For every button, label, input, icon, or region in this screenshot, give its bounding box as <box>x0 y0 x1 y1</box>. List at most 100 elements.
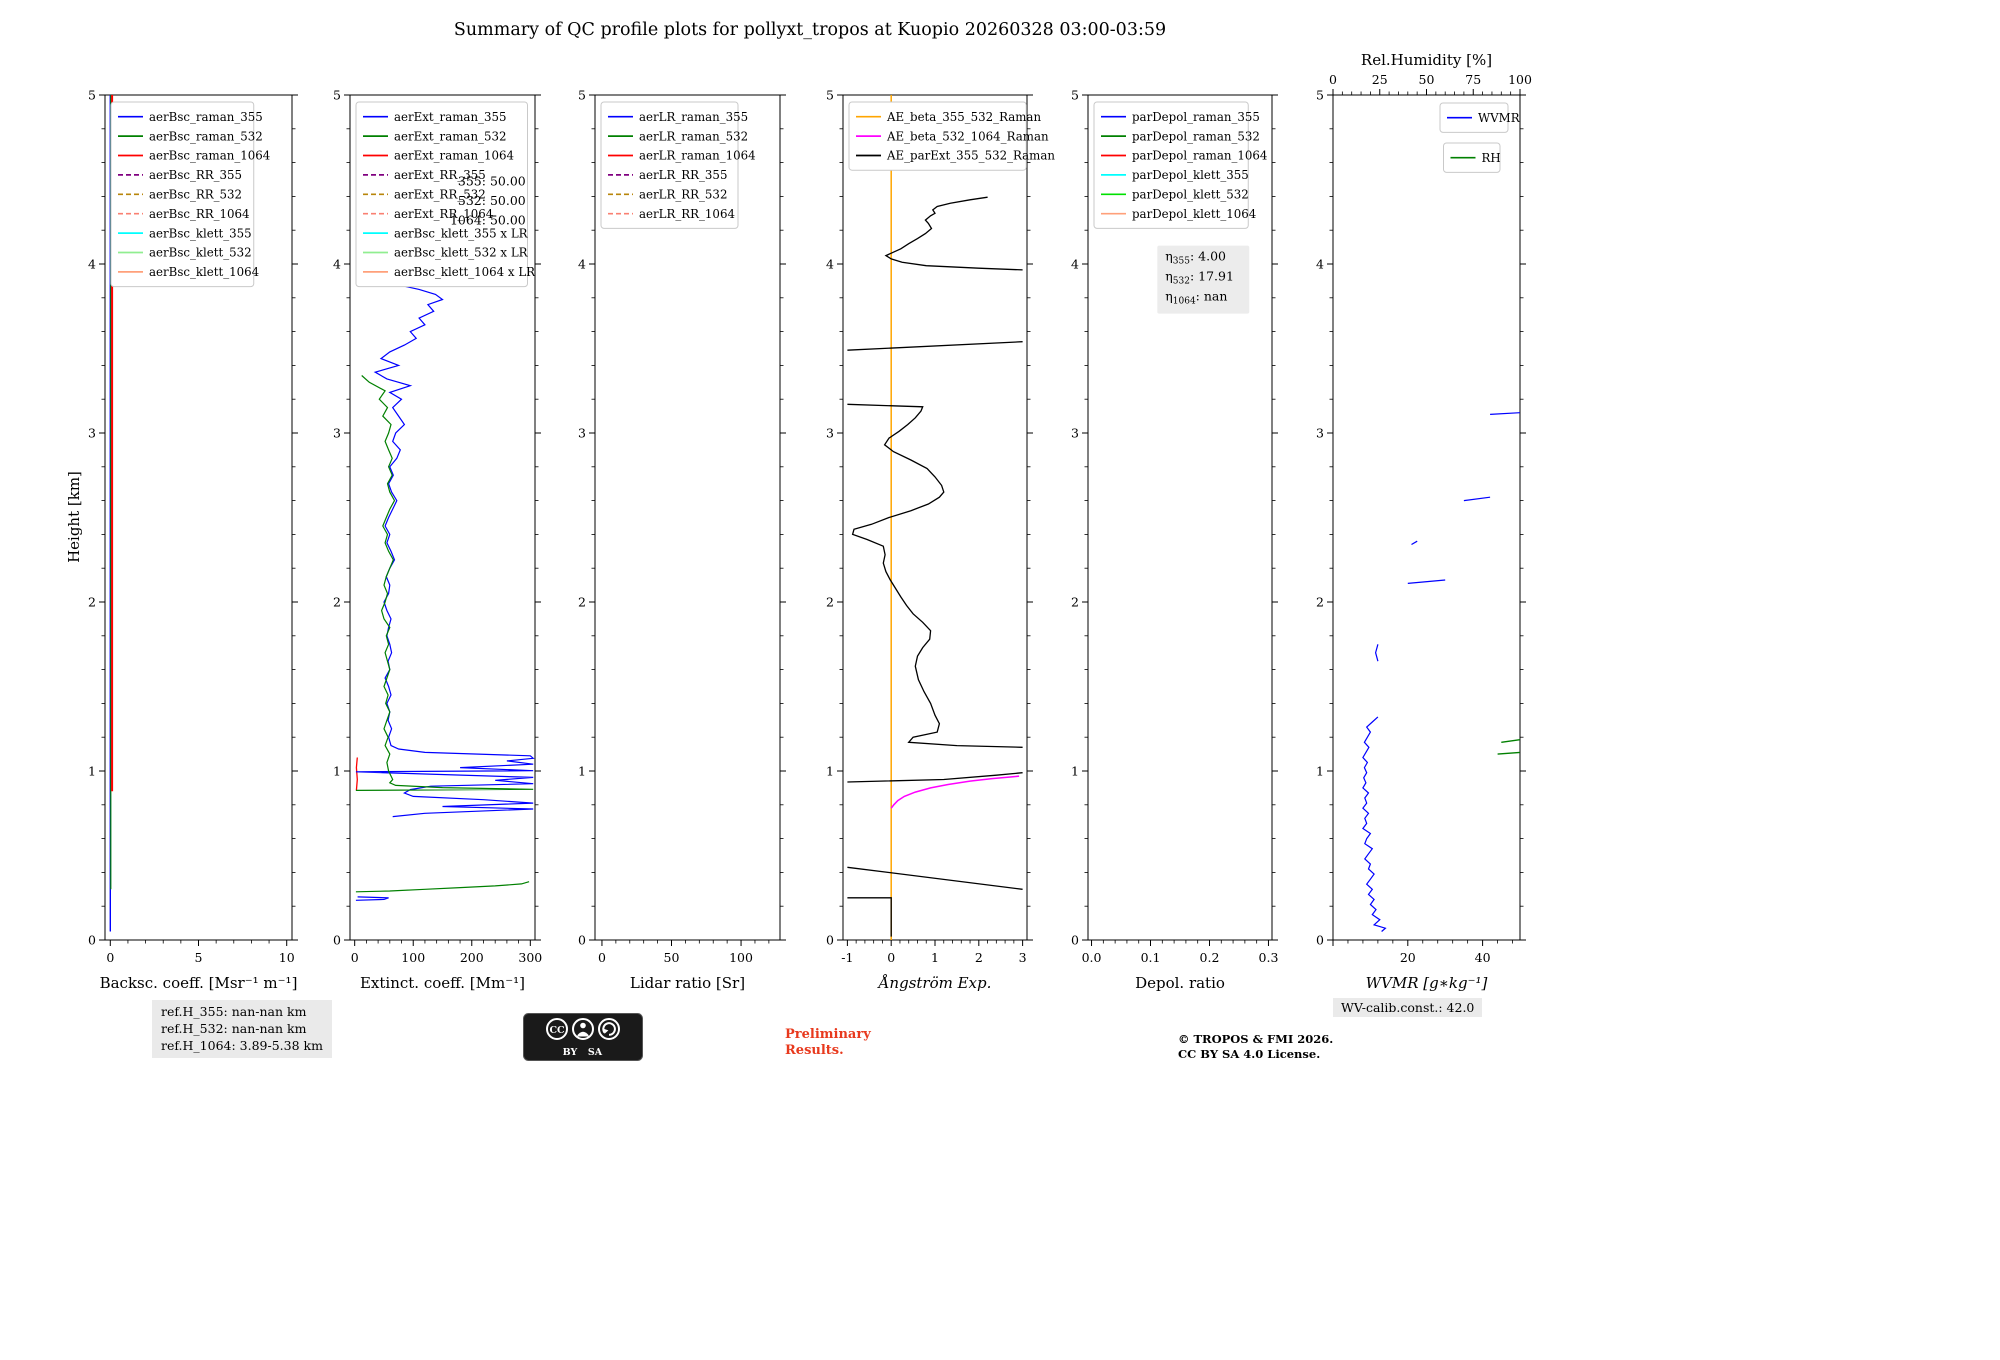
cc-icon <box>546 1018 568 1040</box>
by-label: BY <box>563 1047 578 1058</box>
top-tick-label: 25 <box>1372 72 1388 87</box>
x-axis-label: Lidar ratio [Sr] <box>630 974 745 992</box>
x-tick-label: 100 <box>729 950 753 965</box>
series-WVMR_seg4 <box>1411 540 1418 546</box>
y-tick-label: 5 <box>333 87 341 102</box>
y-tick-label: 4 <box>333 256 341 271</box>
annotation-line: η355: 4.00 <box>1165 249 1226 267</box>
top-tick-label: 50 <box>1419 72 1435 87</box>
y-tick-label: 3 <box>1071 425 1079 440</box>
x-tick-label: 5 <box>195 950 203 965</box>
x-tick-label: 2 <box>975 950 983 965</box>
top-tick-label: 0 <box>1329 72 1337 87</box>
series-WVMR <box>1362 716 1387 932</box>
person-icon-body <box>577 1031 589 1037</box>
series-aerExt_raman_532 <box>355 375 534 792</box>
legend-label: aerBsc_klett_355 x LR <box>394 226 529 240</box>
x-tick-label: 200 <box>460 950 484 965</box>
axes-frame <box>1332 94 1521 941</box>
y-tick-label: 0 <box>88 932 96 947</box>
annotation-box <box>1157 245 1250 314</box>
series-AE_parExt_seg6 <box>884 196 1023 271</box>
legend-label: parDepol_klett_532 <box>1132 188 1249 202</box>
y-tick-label: 1 <box>88 763 96 778</box>
x-tick-label: 100 <box>401 950 425 965</box>
series-RH_seg1 <box>1497 751 1520 755</box>
legend-label: RH <box>1482 151 1501 165</box>
share-alike-icon <box>598 1018 620 1040</box>
annotation-line: η1064: nan <box>1165 289 1227 307</box>
ref-height-annotation: ref.H_355: nan-nan km ref.H_532: nan-nan… <box>152 1000 332 1059</box>
sa-label: SA <box>588 1047 603 1058</box>
x-tick-label: 0.3 <box>1259 950 1279 965</box>
y-tick-label: 2 <box>826 594 834 609</box>
y-tick-label: 0 <box>1071 932 1079 947</box>
legend-label: aerLR_raman_355 <box>639 110 748 124</box>
y-tick-label: 3 <box>333 425 341 440</box>
legend-label: aerLR_raman_532 <box>639 129 748 143</box>
copyright-line-1: © TROPOS & FMI 2026. <box>1178 1032 1334 1046</box>
cc-license-badge: CC BY SA <box>523 1013 643 1061</box>
x-axis-label: Depol. ratio <box>1135 974 1225 992</box>
y-tick-label: 3 <box>578 425 586 440</box>
series-WVMR_seg2 <box>1374 644 1379 662</box>
y-tick-label: 2 <box>578 594 586 609</box>
y-tick-label: 0 <box>1316 932 1324 947</box>
annotation-line: η532: 17.91 <box>1165 269 1234 287</box>
legend-label: aerExt_RR_532 <box>394 188 486 202</box>
person-icon-head <box>580 1022 586 1029</box>
panel-wvmr: 0 1 2 3 4 5 20 40 0 25 50 75 100 Rel.Humidity [%] WVMR… <box>1316 51 1532 992</box>
panel-angstrom: 0 1 2 3 4 5 -1 0 1 2 3 Ångström Exp. AE_beta_355_532… <box>826 87 1055 992</box>
series-WVMR_seg5 <box>1463 496 1491 502</box>
x-tick-label: 0 <box>887 950 895 965</box>
y-tick-label: 4 <box>88 256 96 271</box>
legend-label: aerBsc_klett_1064 <box>149 265 259 279</box>
top-tick-label: 75 <box>1465 72 1481 87</box>
legend-label: parDepol_klett_355 <box>1132 168 1249 182</box>
legend-label: parDepol_raman_355 <box>1132 110 1260 124</box>
legend-label: aerExt_RR_1064 <box>394 207 493 221</box>
y-tick-label: 4 <box>826 256 834 271</box>
x-tick-label: 300 <box>518 950 542 965</box>
legend-box <box>355 101 528 288</box>
series-AE_parExt_seg3 <box>847 772 1023 783</box>
refh-line-532: ref.H_532: nan-nan km <box>161 1020 307 1036</box>
series-group <box>847 95 1023 940</box>
y-tick-label: 2 <box>1316 594 1324 609</box>
panel-depol: 0 1 2 3 4 5 0.0 0.1 0.2 0.3 Depol. ratio parDepol_r… <box>1071 87 1278 992</box>
y-tick-label: 4 <box>578 256 586 271</box>
refh-line-355: ref.H_355: nan-nan km <box>161 1004 307 1019</box>
x-axis-label: WVMR [g∗kg⁻¹] <box>1366 974 1488 992</box>
series-aerExt_raman_532_low <box>355 881 530 893</box>
series-aerExt_raman_1064 <box>355 757 358 791</box>
legend-label: parDepol_raman_532 <box>1132 129 1260 143</box>
x-tick-label: -1 <box>841 950 853 965</box>
y-tick-label: 4 <box>1316 256 1324 271</box>
y-tick-label: 5 <box>826 87 834 102</box>
legend-label: aerBsc_raman_532 <box>149 129 263 143</box>
legend-label: aerLR_RR_355 <box>639 168 727 182</box>
preliminary-line-1: Preliminary <box>785 1027 871 1042</box>
legend-label: aerBsc_klett_1064 x LR <box>394 265 536 279</box>
top-tick-label: 100 <box>1508 72 1532 87</box>
legend-box <box>1093 101 1249 229</box>
y-tick-label: 2 <box>333 594 341 609</box>
x-tick-label: 3 <box>1019 950 1027 965</box>
x-axis-label: Extinct. coeff. [Mm⁻¹] <box>360 974 525 992</box>
preliminary-line-2: Results. <box>785 1043 844 1059</box>
annotation-line: 1064: 50.00 <box>450 212 526 227</box>
legend-label: aerExt_RR_355 <box>394 168 486 182</box>
y-tick-label: 1 <box>826 763 834 778</box>
cc-icon-label: CC <box>549 1025 565 1036</box>
legend-label: aerBsc_klett_532 x LR <box>394 246 529 260</box>
legend-label: aerBsc_klett_532 <box>149 246 252 260</box>
y-tick-label: 1 <box>578 763 586 778</box>
series-group <box>355 278 535 901</box>
series-WVMR_seg3 <box>1407 579 1446 584</box>
refh-line-1064: ref.H_1064: 3.89-5.38 km <box>161 1037 323 1053</box>
x-tick-label: 0 <box>106 950 114 965</box>
y-tick-label: 0 <box>333 932 341 947</box>
